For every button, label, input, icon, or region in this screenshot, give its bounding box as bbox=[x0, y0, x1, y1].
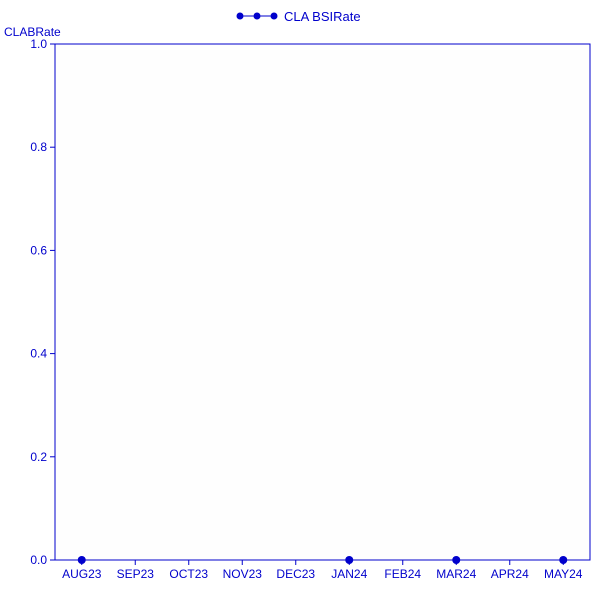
legend-marker bbox=[254, 13, 261, 20]
x-tick-label: DEC23 bbox=[276, 567, 315, 581]
x-tick-label: AUG23 bbox=[62, 567, 102, 581]
legend-marker bbox=[237, 13, 244, 20]
chart-container: CLABRate0.00.20.40.60.81.0AUG23SEP23OCT2… bbox=[0, 0, 600, 601]
data-point bbox=[345, 556, 353, 564]
data-point bbox=[452, 556, 460, 564]
y-tick-label: 0.4 bbox=[30, 347, 47, 361]
x-tick-label: APR24 bbox=[491, 567, 529, 581]
data-point bbox=[78, 556, 86, 564]
x-tick-label: JAN24 bbox=[331, 567, 367, 581]
data-point bbox=[559, 556, 567, 564]
legend-label: CLA BSIRate bbox=[284, 9, 361, 24]
legend: CLA BSIRate bbox=[237, 9, 361, 24]
y-tick-label: 0.6 bbox=[30, 243, 47, 257]
y-tick-label: 1.0 bbox=[30, 37, 47, 51]
x-tick-label: SEP23 bbox=[117, 567, 155, 581]
x-tick-label: MAY24 bbox=[544, 567, 583, 581]
x-tick-label: NOV23 bbox=[223, 567, 263, 581]
y-tick-label: 0.0 bbox=[30, 553, 47, 567]
y-tick-label: 0.8 bbox=[30, 140, 47, 154]
plot-area bbox=[55, 44, 590, 560]
x-tick-label: MAR24 bbox=[436, 567, 476, 581]
line-chart: CLABRate0.00.20.40.60.81.0AUG23SEP23OCT2… bbox=[0, 0, 600, 601]
x-tick-label: OCT23 bbox=[169, 567, 208, 581]
y-tick-label: 0.2 bbox=[30, 450, 47, 464]
legend-marker bbox=[271, 13, 278, 20]
x-tick-label: FEB24 bbox=[384, 567, 421, 581]
